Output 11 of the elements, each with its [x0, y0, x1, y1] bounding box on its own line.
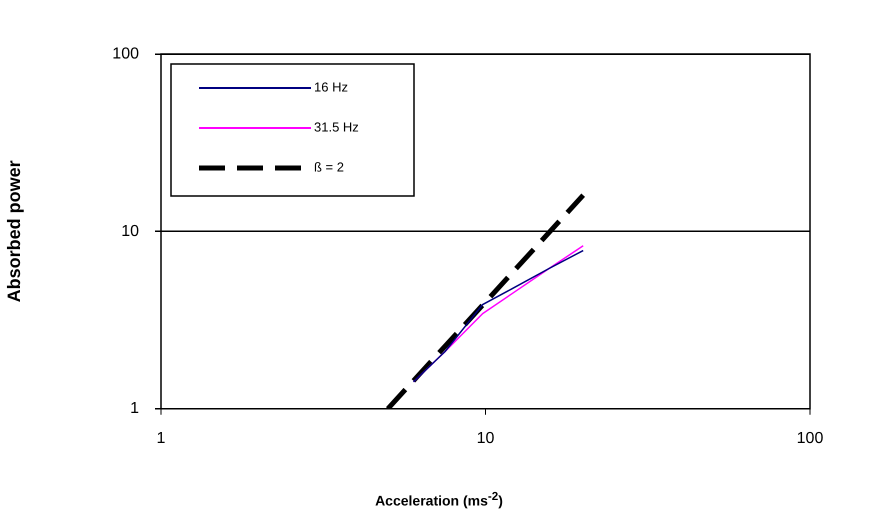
- y-tick-label: 10: [121, 222, 140, 240]
- y-tick-label: 100: [112, 45, 140, 62]
- x-tick-label: 10: [476, 430, 494, 447]
- y-tick-label: 1: [130, 400, 140, 418]
- x-tick-label: 100: [796, 430, 824, 447]
- legend-label: ß = 2: [314, 160, 344, 175]
- legend-label: 16 Hz: [314, 80, 348, 95]
- x-axis-title: Acceleration (ms$^{-2}$): [374, 490, 504, 509]
- y-axis-title: Absorbed power: [4, 160, 24, 302]
- legend-label: 31.5 Hz: [314, 120, 359, 135]
- x-tick-label: 1: [156, 430, 166, 447]
